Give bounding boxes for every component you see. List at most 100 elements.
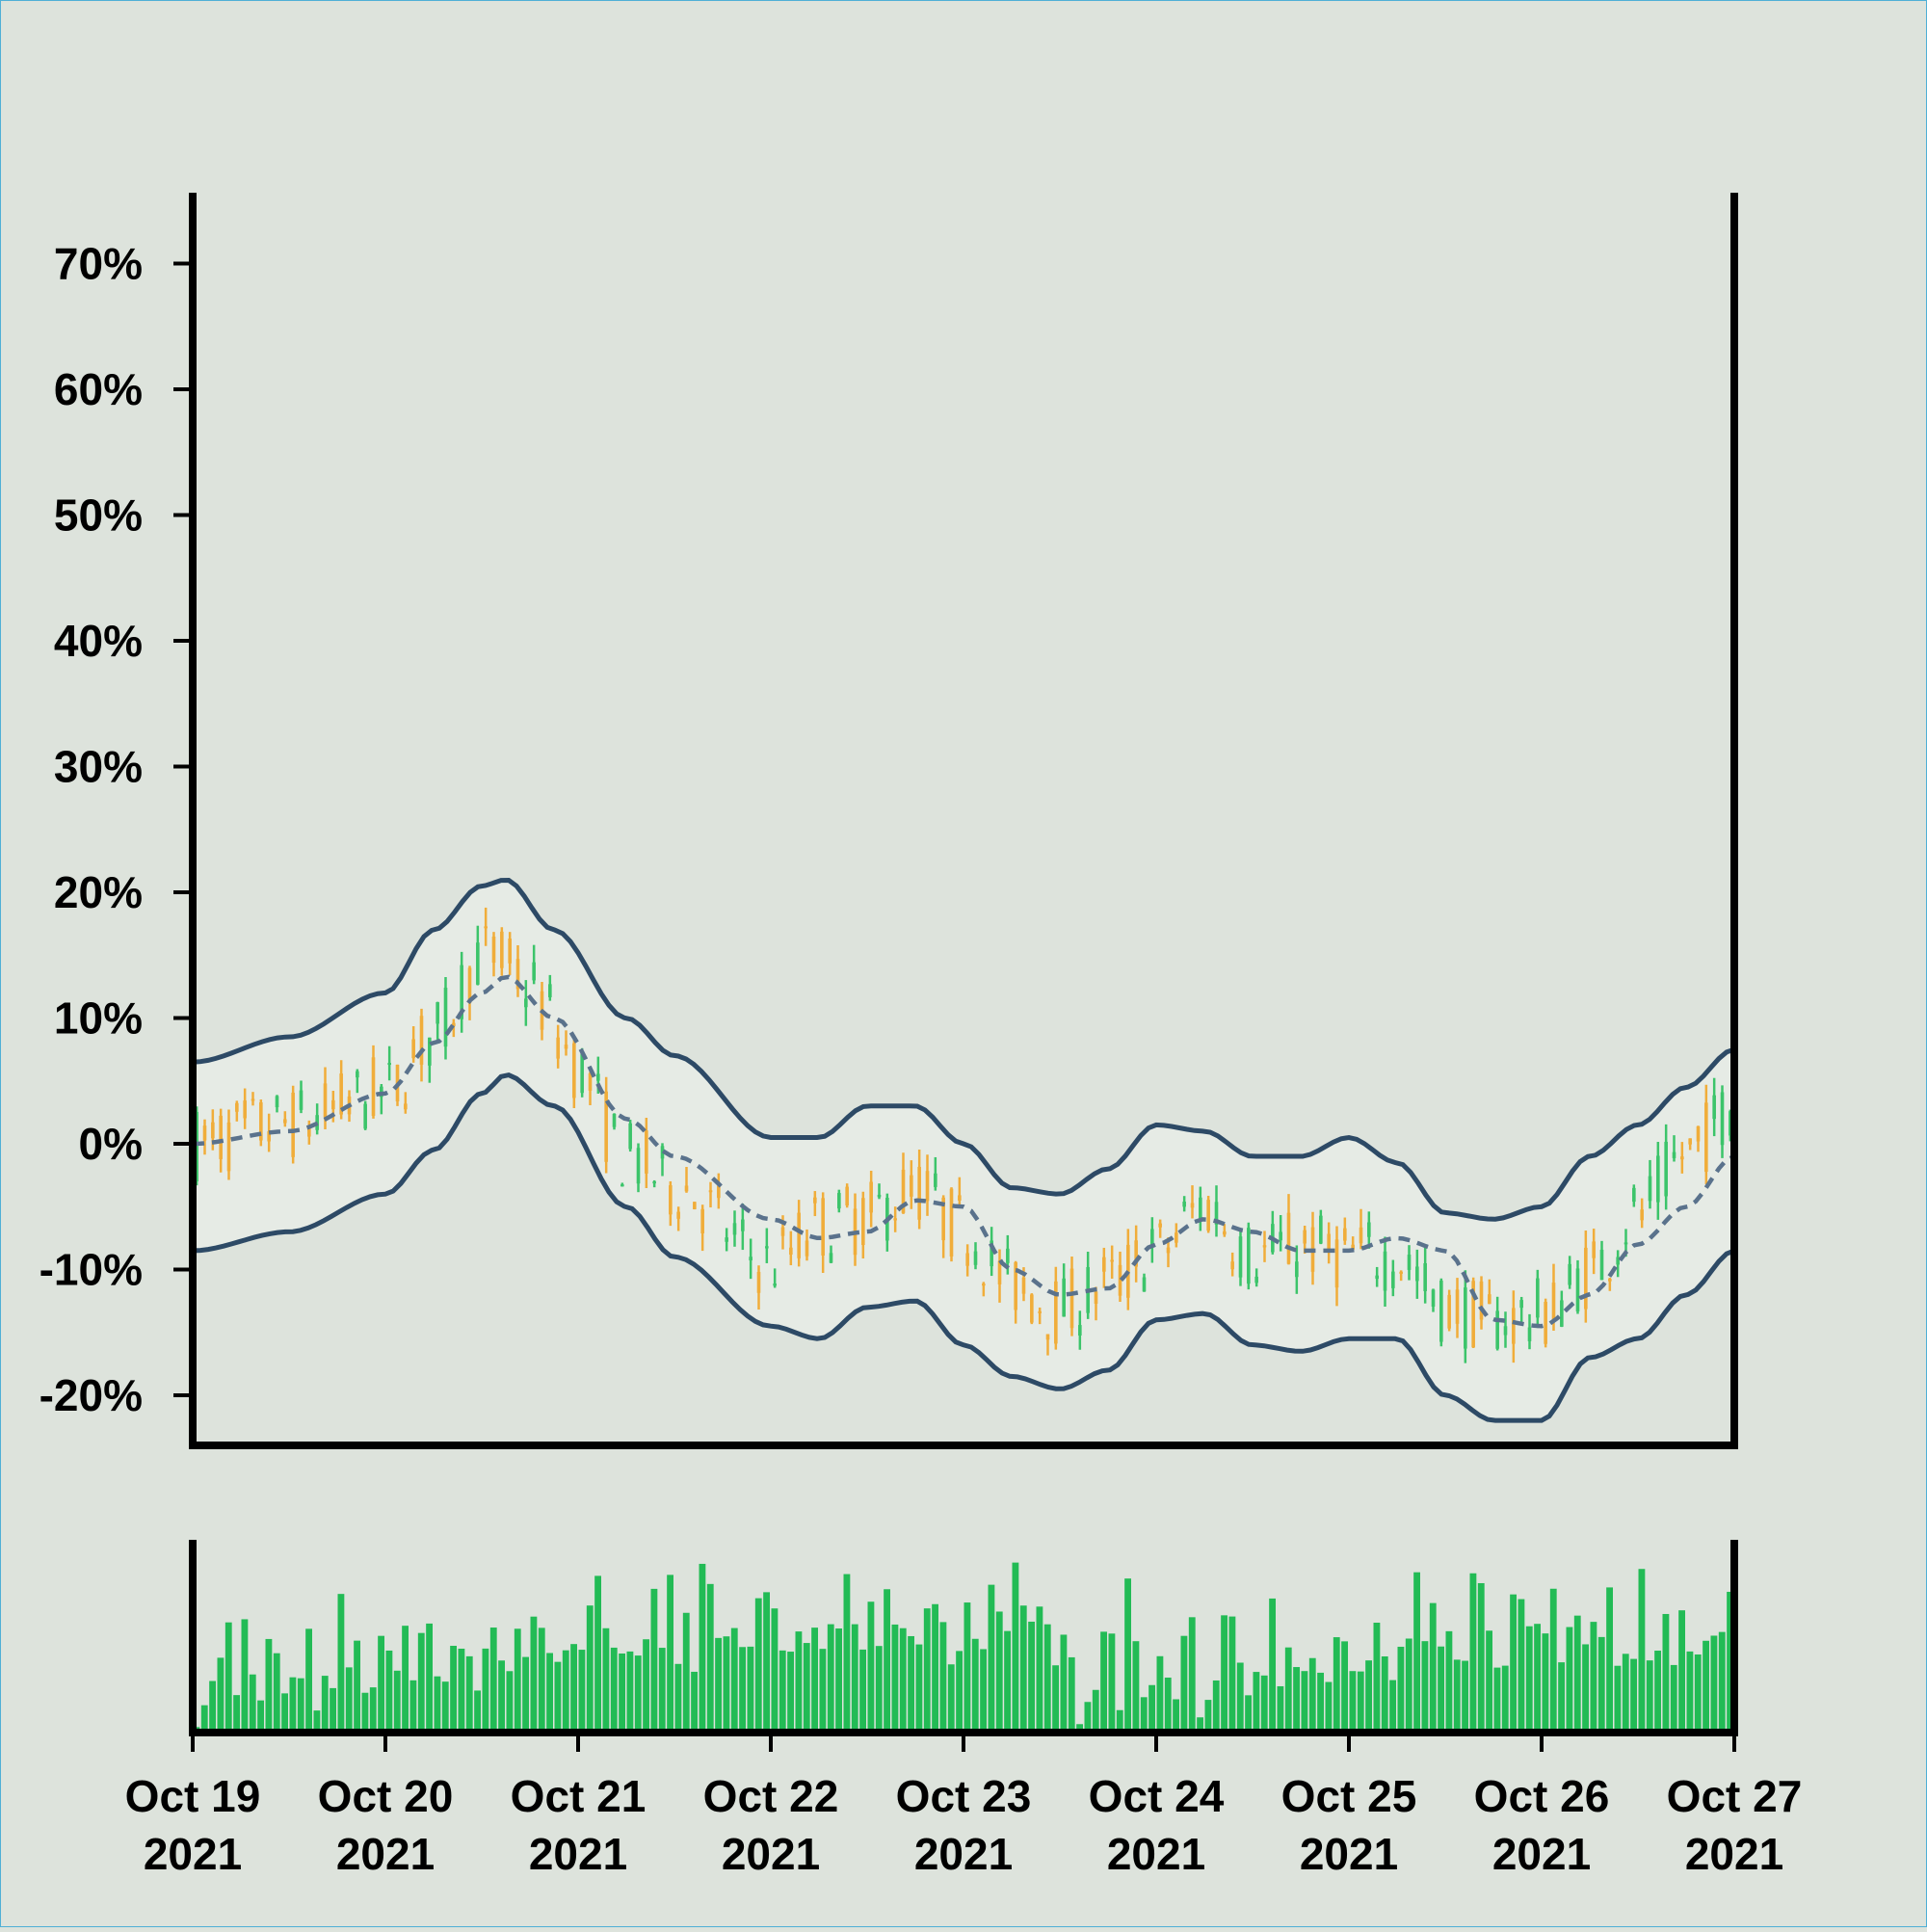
x-tick-label-year: 2021 — [1685, 1829, 1783, 1879]
candle-body — [443, 988, 448, 1047]
volume-bar — [1606, 1587, 1613, 1733]
candle-body — [645, 1130, 648, 1174]
volume-bar — [586, 1605, 594, 1733]
volume-bar — [1197, 1717, 1203, 1733]
volume-bar — [956, 1651, 963, 1733]
volume-bar — [1076, 1724, 1083, 1733]
candle-body — [564, 1045, 568, 1049]
candle-body — [604, 1091, 608, 1162]
candle-body — [934, 1173, 937, 1187]
y-tick-label: 20% — [54, 867, 143, 917]
candle-body — [259, 1102, 263, 1141]
volume-bar — [1469, 1573, 1477, 1733]
volume-bar — [434, 1676, 441, 1733]
y-tick-label: 30% — [54, 742, 143, 792]
volume-bar — [1068, 1656, 1075, 1733]
volume-bar — [1590, 1622, 1597, 1733]
candle-body — [1729, 1111, 1732, 1136]
candle-body — [965, 1253, 969, 1266]
y-tick-label: 50% — [54, 490, 143, 541]
volume-bar — [682, 1612, 690, 1733]
volume-bar — [1180, 1635, 1188, 1733]
candle-body — [419, 1016, 424, 1065]
candle-body — [1623, 1242, 1628, 1245]
candle-body — [901, 1169, 906, 1213]
volume-bar — [884, 1589, 890, 1733]
x-tick-label-date: Oct 24 — [1089, 1771, 1225, 1821]
candle-body — [1391, 1271, 1395, 1288]
candle-body — [1672, 1151, 1676, 1158]
volume-bar — [1462, 1660, 1468, 1733]
volume-bar — [1597, 1636, 1605, 1733]
candle-body — [1190, 1203, 1195, 1208]
volume-bar — [995, 1611, 1003, 1733]
candle-body — [1078, 1325, 1082, 1336]
volume-bar — [779, 1650, 786, 1733]
volume-bar — [1308, 1657, 1316, 1733]
volume-bar — [570, 1644, 577, 1733]
candle-body — [910, 1175, 913, 1197]
candle-body — [596, 1073, 600, 1081]
candle-body — [669, 1185, 673, 1215]
candle-body — [1021, 1277, 1026, 1294]
candle-body — [1319, 1215, 1323, 1244]
candle-body — [387, 1063, 391, 1066]
candle-body — [1527, 1327, 1532, 1341]
x-tick-label-date: Oct 23 — [896, 1771, 1032, 1821]
candle-body — [1238, 1236, 1243, 1278]
candle-body — [291, 1092, 295, 1157]
candle-body — [1247, 1228, 1251, 1284]
volume-bar — [281, 1693, 288, 1733]
volume-bar — [1381, 1655, 1388, 1733]
candle-body — [532, 962, 536, 981]
volume-bar — [1389, 1680, 1396, 1733]
volume-bar — [265, 1638, 273, 1733]
candle-body — [1094, 1291, 1098, 1304]
x-tick-label-year: 2021 — [144, 1829, 242, 1879]
candle-body — [1471, 1281, 1475, 1348]
volume-bar — [971, 1638, 979, 1733]
candle-body — [925, 1171, 930, 1202]
candle-body — [837, 1193, 841, 1209]
volume-bar — [1703, 1640, 1709, 1733]
candle-body — [1712, 1095, 1716, 1120]
volume-bar — [803, 1643, 810, 1733]
candle-body — [1383, 1251, 1387, 1291]
y-tick-label: 60% — [54, 364, 143, 414]
volume-bar — [409, 1680, 417, 1733]
volume-bar — [1477, 1582, 1485, 1733]
y-tick-label: 70% — [54, 239, 143, 289]
volume-bar — [739, 1647, 746, 1733]
volume-bar — [795, 1631, 803, 1733]
volume-bar — [1012, 1562, 1019, 1733]
candle-body — [1286, 1212, 1291, 1264]
candle-body — [251, 1098, 255, 1101]
volume-bar — [538, 1628, 545, 1733]
candle-body — [500, 931, 504, 968]
candle-body — [917, 1166, 921, 1220]
candle-body — [821, 1198, 825, 1256]
lower-band-line — [192, 1072, 1735, 1423]
volume-bar — [699, 1563, 706, 1733]
volume-bar — [763, 1592, 770, 1733]
volume-bar — [1100, 1631, 1107, 1733]
candle-body — [990, 1240, 993, 1267]
volume-bar — [1269, 1598, 1276, 1733]
candle-body — [1544, 1302, 1547, 1344]
volume-bar — [393, 1670, 401, 1733]
volume-bar — [361, 1692, 369, 1733]
candle-body — [1407, 1255, 1412, 1270]
volume-bar — [224, 1622, 232, 1733]
candle-body — [580, 1053, 584, 1094]
candle-body — [1415, 1266, 1419, 1282]
volume-bar — [730, 1628, 738, 1733]
volume-bar — [273, 1653, 280, 1733]
volume-bar — [851, 1624, 858, 1733]
candle-body — [1464, 1287, 1467, 1349]
candle-body — [1327, 1233, 1331, 1251]
candle-body — [323, 1083, 328, 1118]
volume-bar — [330, 1687, 336, 1733]
candle-body — [1688, 1138, 1692, 1145]
volume-bar — [964, 1602, 971, 1733]
